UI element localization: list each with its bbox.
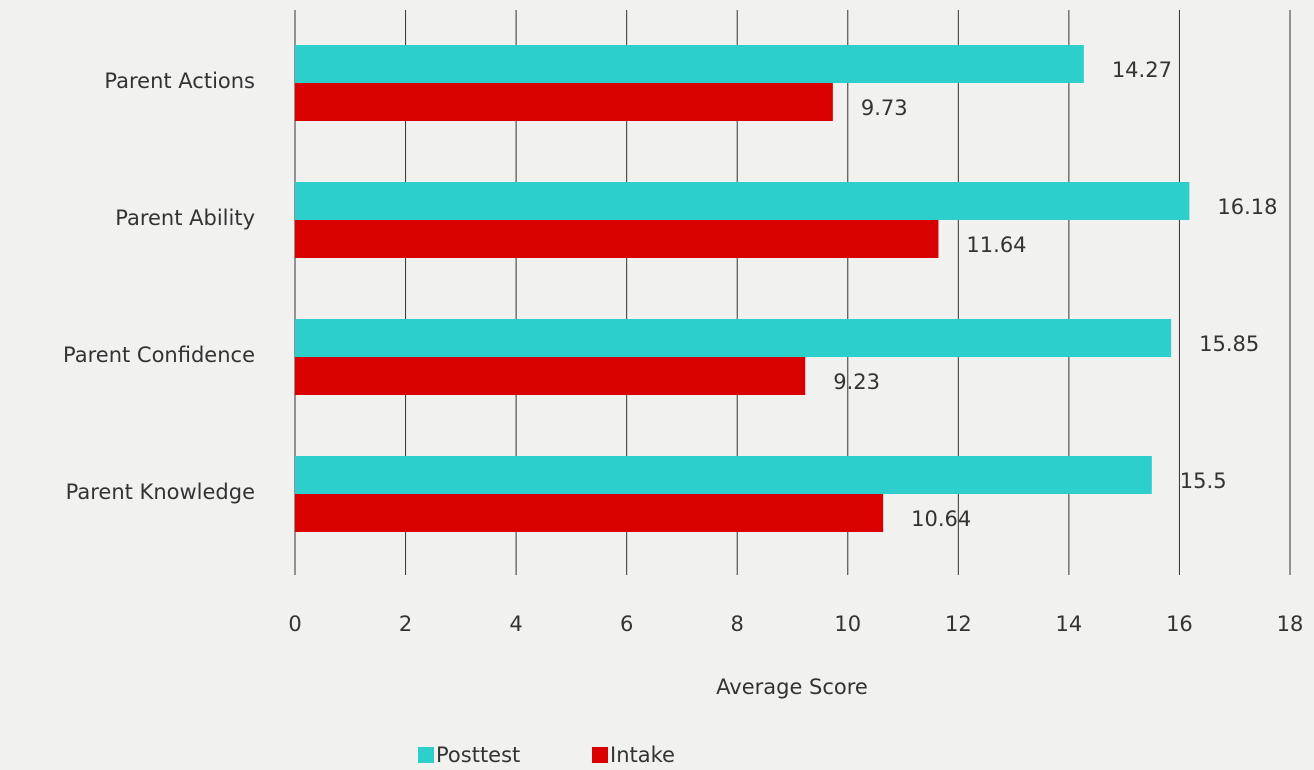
bar	[295, 182, 1190, 220]
data-label: 15.85	[1199, 332, 1259, 356]
data-label: 15.5	[1180, 469, 1227, 493]
x-tick-label: 8	[731, 612, 744, 636]
x-tick-label: 14	[1056, 612, 1083, 636]
bar	[295, 456, 1152, 494]
y-tick-label: Parent Confidence	[63, 343, 255, 367]
x-tick-label: 12	[945, 612, 972, 636]
y-tick-label: Parent Actions	[104, 69, 255, 93]
x-axis-title: Average Score	[716, 675, 868, 699]
x-tick-label: 4	[509, 612, 522, 636]
legend-swatch	[418, 747, 434, 763]
bar	[295, 45, 1084, 83]
y-tick-label: Parent Knowledge	[66, 480, 255, 504]
legend-swatch	[592, 747, 608, 763]
legend-label: Posttest	[436, 743, 520, 767]
x-tick-label: 18	[1277, 612, 1304, 636]
data-label: 16.18	[1217, 195, 1277, 219]
data-label: 9.23	[833, 370, 880, 394]
x-tick-label: 0	[288, 612, 301, 636]
y-tick-label: Parent Ability	[115, 206, 255, 230]
x-tick-label: 2	[399, 612, 412, 636]
bar	[295, 83, 833, 121]
x-tick-label: 6	[620, 612, 633, 636]
data-label: 14.27	[1112, 58, 1172, 82]
data-label: 9.73	[861, 96, 908, 120]
bar	[295, 319, 1172, 357]
x-tick-label: 10	[834, 612, 861, 636]
data-label: 10.64	[911, 507, 971, 531]
bar	[295, 220, 939, 258]
bar	[295, 494, 884, 532]
legend-label: Intake	[610, 743, 675, 767]
data-label: 11.64	[966, 233, 1026, 257]
bar	[295, 357, 806, 395]
x-tick-label: 16	[1166, 612, 1193, 636]
